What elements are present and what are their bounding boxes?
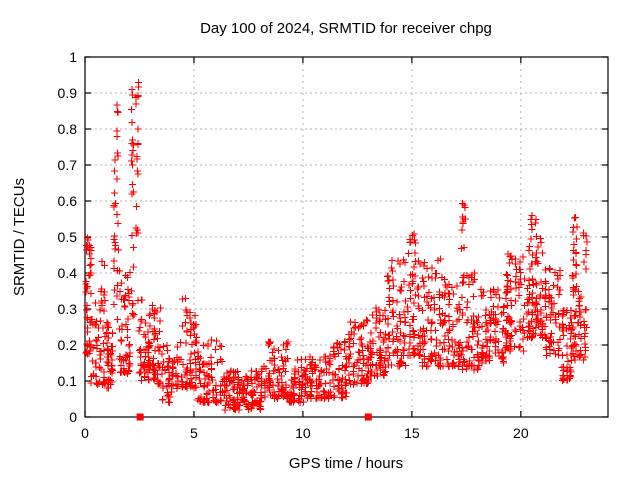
x-axis-label: GPS time / hours (289, 455, 403, 472)
srmtid-plus-markers (82, 79, 591, 414)
y-axis-label: SRMTID / TECUs (11, 178, 28, 296)
y-tick-label: 0.9 (58, 85, 78, 101)
y-tick-label: 0.2 (58, 337, 78, 353)
x-tick-label: 5 (190, 425, 198, 441)
x-tick-label: 0 (81, 425, 89, 441)
y-tick-label: 0.6 (58, 193, 78, 209)
chart-title: Day 100 of 2024, SRMTID for receiver chp… (200, 20, 492, 37)
flagged-epoch-marker (136, 413, 144, 421)
scatter-points (82, 79, 591, 414)
x-tick-label: 10 (295, 425, 311, 441)
x-tick-label: 20 (513, 425, 529, 441)
y-tick-label: 0.3 (58, 301, 78, 317)
y-tick-label: 0.8 (58, 121, 78, 137)
flagged-epoch-marker (364, 413, 372, 421)
y-tick-label: 0.5 (58, 229, 78, 245)
y-tick-label: 0 (69, 409, 77, 425)
flagged-square-markers (136, 413, 372, 421)
tick-labels: 0 5 10 15 20 0 0.1 0.2 0.3 0.4 0.5 0.6 0.7 0.8 0.9 1 (58, 49, 529, 441)
y-tick-label: 0.1 (58, 373, 78, 389)
y-tick-label: 0.7 (58, 157, 78, 173)
y-tick-label: 0.4 (58, 265, 78, 281)
x-tick-label: 15 (404, 425, 420, 441)
y-tick-label: 1 (69, 49, 77, 65)
plot-border (84, 56, 609, 418)
